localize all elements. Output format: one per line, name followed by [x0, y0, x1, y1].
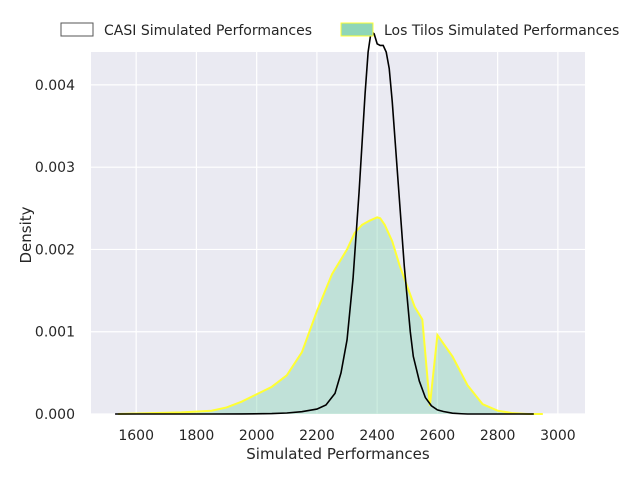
tilos-density-line [118, 216, 543, 415]
plot-area [91, 29, 585, 415]
legend-swatch-tilos [340, 22, 374, 37]
x-tick-label: 1800 [179, 428, 215, 444]
x-tick-label: 1600 [118, 428, 154, 444]
y-tick-label: 0.000 [35, 407, 75, 423]
y-axis-label: Density [17, 206, 35, 263]
x-axis-label: Simulated Performances [246, 445, 430, 463]
x-tick-label: 2800 [480, 428, 516, 444]
y-tick-label: 0.003 [35, 160, 75, 176]
y-tick-label: 0.004 [35, 78, 75, 94]
legend-swatch-casi [60, 22, 94, 37]
legend-label-casi: CASI Simulated Performances [104, 23, 312, 39]
legend-label-tilos: Los Tilos Simulated Performances [384, 23, 619, 39]
plot-background [91, 52, 585, 414]
casi-density-line [115, 29, 534, 415]
x-tick-label: 2600 [420, 428, 456, 444]
legend: CASI Simulated Performances Los Tilos Si… [60, 22, 619, 39]
tilos-density-area [118, 217, 543, 414]
x-tick-label: 2400 [359, 428, 395, 444]
y-tick-label: 0.002 [35, 242, 75, 258]
y-tick-label: 0.001 [35, 325, 75, 341]
x-tick-label: 2000 [239, 428, 275, 444]
x-tick-label: 2200 [299, 428, 335, 444]
x-tick-label: 3000 [540, 428, 576, 444]
